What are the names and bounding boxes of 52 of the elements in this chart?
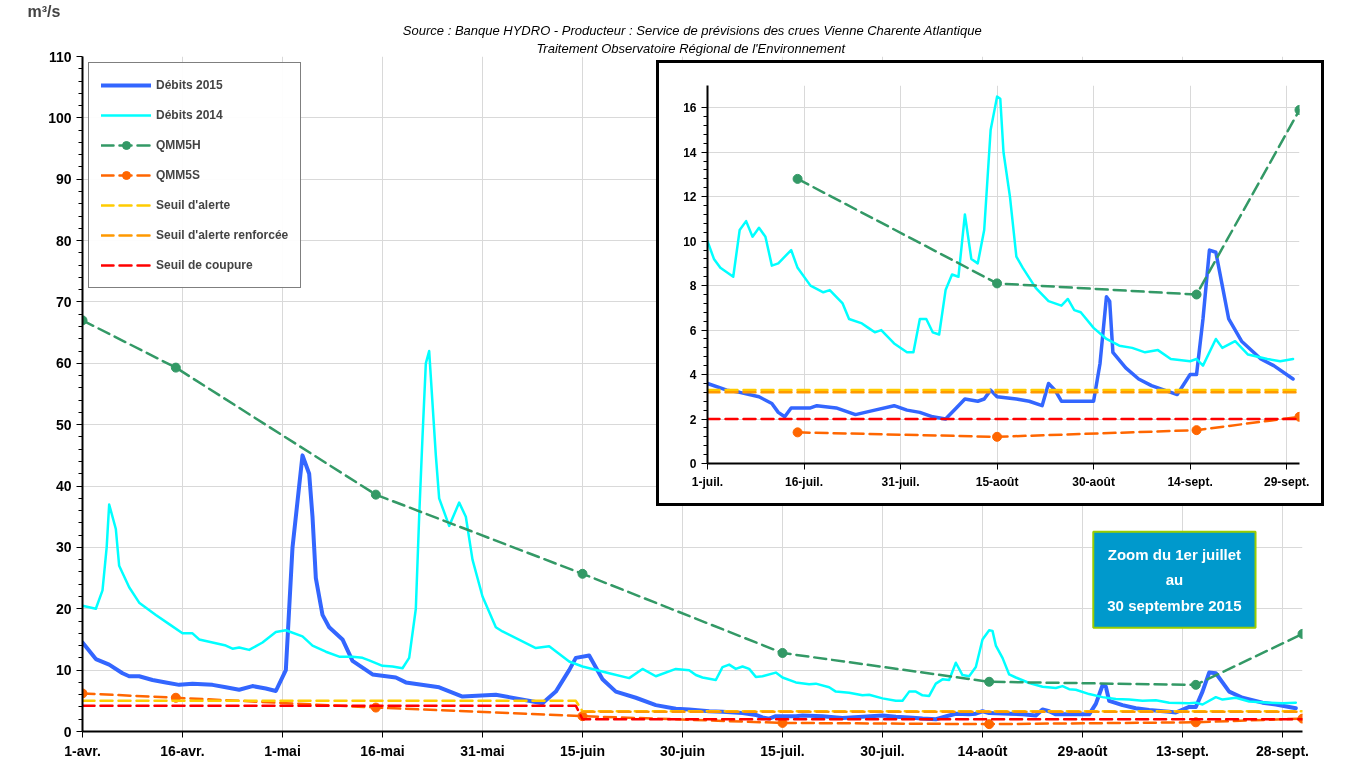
legend-label: QMM5S (156, 168, 201, 182)
y-tick-label: 50 (55, 416, 72, 433)
y-tick-label: 30 (55, 539, 72, 556)
x-tick-label: 16-avr. (160, 742, 205, 759)
y-tick-label: 6 (689, 323, 697, 338)
x-tick-label: 31-juil. (881, 474, 920, 489)
y-tick-label: 40 (55, 478, 72, 495)
y-tick-label: 10 (683, 234, 697, 249)
x-tick-label: 29-août (1057, 742, 1108, 759)
y-tick-label: 90 (55, 171, 72, 188)
y-tick-label: 110 (48, 48, 72, 65)
x-tick-label: 14-août (957, 742, 1008, 759)
x-tick-label: 1-juil. (691, 474, 724, 489)
x-tick-label: 28-sept. (1256, 742, 1309, 759)
x-tick-label: 30-juil. (860, 742, 905, 759)
y-tick-label: 12 (683, 190, 697, 205)
legend-label: Seuil d'alerte renforcée (156, 228, 289, 242)
x-tick-label: 16-juil. (785, 474, 824, 489)
y-tick-label: 0 (63, 723, 72, 740)
x-tick-label: 16-mai (360, 742, 405, 759)
annotation: Zoom du 1er juillet au 30 septembre 2015 (1107, 545, 1242, 614)
x-tick-label: 14-sept. (1167, 474, 1213, 489)
y-axis-title: m³/s (27, 3, 61, 20)
y-tick-label: 100 (48, 109, 72, 126)
x-tick-label: 15-août (975, 474, 1019, 489)
x-tick-label: 1-avr. (64, 742, 101, 759)
y-tick-label: 20 (55, 600, 72, 617)
legend-label: Seuil d'alerte (156, 198, 231, 212)
y-tick-label: 2 (689, 412, 697, 427)
x-tick-label: 30-juin (659, 742, 706, 759)
legend-label: Débits 2015 (156, 78, 223, 92)
y-tick-label: 16 (683, 101, 697, 116)
y-tick-label: 0 (689, 457, 697, 471)
x-tick-label: 13-sept. (1156, 742, 1209, 759)
y-tick-label: 70 (55, 293, 72, 310)
x-tick-label: 15-juin (559, 742, 606, 759)
y-tick-label: 4 (689, 368, 697, 383)
y-tick-label: 14 (683, 145, 697, 160)
x-tick-label: 1-mai (264, 742, 301, 759)
legend-label: Débits 2014 (156, 108, 223, 122)
x-tick-label: 31-mai (460, 742, 505, 759)
y-tick-label: 8 (689, 279, 697, 294)
x-tick-label: 15-juil. (760, 742, 805, 759)
legend-label: Seuil de coupure (156, 258, 253, 272)
x-tick-label: 30-août (1072, 474, 1115, 489)
y-tick-label: 60 (55, 355, 72, 372)
y-tick-label: 10 (55, 662, 72, 679)
legend-label: QMM5H (156, 138, 201, 152)
text: Traitement Observatoire Régional de l'Environnement (536, 41, 847, 56)
source-note: Source : Banque HYDRO - Producteur : Service de prévisions des crues Vienne Charente Atlantique (402, 23, 982, 38)
x-tick-label: 29-sept. (1263, 474, 1310, 489)
y-tick-label: 80 (55, 232, 72, 249)
